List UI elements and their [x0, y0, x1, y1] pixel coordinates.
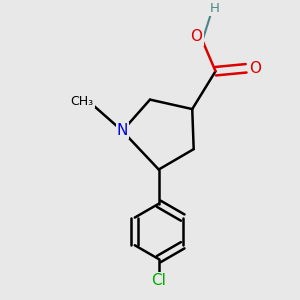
Text: Cl: Cl — [151, 273, 166, 288]
Text: CH₃: CH₃ — [71, 94, 94, 108]
Text: O: O — [190, 29, 202, 44]
Text: N: N — [117, 123, 128, 138]
Text: O: O — [249, 61, 261, 76]
Text: H: H — [210, 2, 220, 15]
